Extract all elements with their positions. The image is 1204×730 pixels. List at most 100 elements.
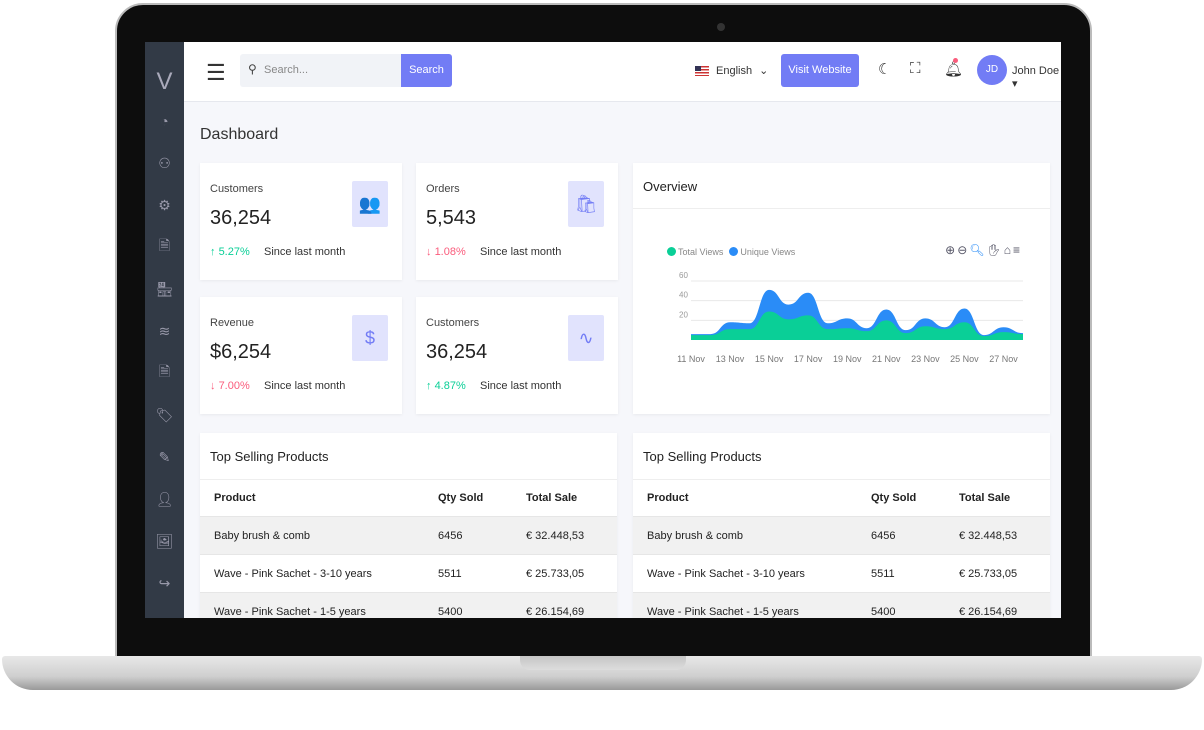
search-placeholder: Search... [264, 64, 309, 76]
stat-change: ↑ 4.87% [426, 380, 466, 392]
stat-value: $6,254 [210, 341, 272, 363]
top-products-card: Top Selling Products Product Qty Sold Tota… [633, 433, 1050, 618]
visit-website-button[interactable]: Visit Website [781, 54, 859, 87]
image-icon[interactable]: 🖼︎ [155, 532, 174, 549]
laptop-notch [520, 656, 686, 670]
dollar-icon: $ [352, 315, 388, 361]
bell-icon[interactable]: 🔔︎ [944, 58, 963, 78]
table-cell: Wave - Pink Sachet - 1-5 years [200, 592, 424, 618]
arrow-down-icon: ↓ [210, 380, 216, 392]
stat-card: Revenue $6,254 ↓ 7.00% Since last month … [200, 297, 402, 414]
table-cell: Wave - Pink Sachet - 3-10 years [633, 554, 857, 593]
search-icon: ⚲ [248, 62, 257, 76]
shopping-bag-icon: 🛍 [568, 181, 604, 227]
stat-change: ↑ 5.27% [210, 246, 250, 258]
stat-label: Revenue [210, 317, 255, 329]
column-header[interactable]: Qty Sold [857, 479, 945, 517]
table-row[interactable]: Baby brush & comb 6456 € 32.448,53 [200, 516, 617, 555]
settings-icon[interactable]: ⚙︎ [158, 196, 171, 213]
overview-title: Overview [643, 179, 698, 194]
stat-since: Since last month [480, 246, 562, 258]
column-header[interactable]: Total Sale [512, 479, 617, 517]
stat-value: 36,254 [426, 341, 488, 363]
fullscreen-icon[interactable]: ⛶ [910, 60, 921, 77]
stat-label: Orders [426, 183, 460, 195]
stat-value: 5,543 [426, 207, 477, 229]
table-cell: 5511 [857, 554, 945, 593]
tag-icon[interactable]: 🏷︎ [155, 406, 174, 423]
x-tick-label: 17 Nov [794, 354, 823, 364]
user-icon[interactable]: 👤︎ [155, 490, 174, 507]
x-tick-label: 13 Nov [716, 354, 745, 364]
x-tick-label: 21 Nov [872, 354, 901, 364]
table-title: Top Selling Products [643, 449, 762, 464]
activity-icon: ∿ [568, 315, 604, 361]
table-cell: 5511 [424, 554, 512, 593]
overview-chart: 20 40 60 11 Nov 13 Nov 15 Nov 17 Nov 19 Nov 21 N… [677, 271, 1023, 364]
search-input[interactable]: ⚲ Search... [240, 54, 402, 87]
document-icon[interactable]: 🗎︎ [158, 237, 171, 253]
legend-total-views[interactable]: Total Views [667, 247, 723, 257]
stat-change: ↓ 7.00% [210, 380, 250, 392]
products-table: Product Qty Sold Total Sale Baby brush & c… [200, 479, 617, 618]
y-tick-label: 60 [679, 271, 688, 280]
stat-since: Since last month [264, 246, 346, 258]
table-cell: 5400 [857, 592, 945, 618]
home-icon[interactable]: ⌂ [1003, 243, 1013, 257]
file-icon[interactable]: 🗎︎ [158, 363, 171, 379]
stat-since: Since last month [264, 380, 346, 392]
search-button[interactable]: Search [401, 54, 452, 87]
table-cell: € 25.733,05 [945, 554, 1050, 593]
table-cell: Baby brush & comb [633, 516, 857, 555]
language-label: English [716, 64, 753, 77]
page-title: Dashboard [200, 126, 279, 143]
store-icon[interactable]: 🏪︎ [155, 280, 174, 297]
stat-label: Customers [210, 183, 264, 195]
area-series-total-views [691, 311, 1023, 340]
screen: V ◔︎ ⚇︎ ⚙︎ 🗎︎ 🏪︎ ≋︎ 🗎︎ 🏷︎ ✎︎ 👤︎ 🖼︎ ↪︎ ☰ ⚲ Search... … [145, 42, 1061, 618]
table-row[interactable]: Baby brush & comb 6456 € 32.448,53 [633, 516, 1050, 555]
column-header[interactable]: Total Sale [945, 479, 1050, 517]
table-row[interactable]: Wave - Pink Sachet - 1-5 years 5400 € 26.1… [200, 592, 617, 618]
moon-icon[interactable]: ☾ [878, 61, 892, 78]
table-row[interactable]: Wave - Pink Sachet - 3-10 years 5511 € 25.… [200, 554, 617, 593]
zoom-in-icon[interactable]: ⊕ [945, 243, 958, 257]
dashboard-icon[interactable]: ◔︎ [160, 113, 169, 129]
avatar[interactable]: JD [977, 55, 1007, 85]
y-tick-label: 20 [679, 310, 688, 319]
table-cell: € 25.733,05 [512, 554, 617, 593]
table-cell: € 32.448,53 [945, 516, 1050, 555]
chart-legend: Total Views Unique Views [667, 247, 795, 257]
menu-icon[interactable]: ≡ [1012, 243, 1022, 257]
sidebar: V ◔︎ ⚇︎ ⚙︎ 🗎︎ 🏪︎ ≋︎ 🗎︎ 🏷︎ ✎︎ 👤︎ 🖼︎ ↪︎ [145, 42, 184, 618]
menu-icon[interactable]: ☰ [206, 60, 226, 85]
layers-icon[interactable]: ≋︎ [158, 322, 171, 339]
share-icon[interactable]: ↪︎ [158, 574, 171, 591]
stat-since: Since last month [480, 380, 562, 392]
logo[interactable]: V [156, 68, 173, 95]
table-row[interactable]: Wave - Pink Sachet - 3-10 years 5511 € 25.… [633, 554, 1050, 593]
zoom-out-icon[interactable]: ⊖ [957, 243, 970, 257]
x-tick-label: 25 Nov [950, 354, 979, 364]
language-selector[interactable]: English ⌄ [695, 64, 768, 77]
stat-card: Customers 36,254 ↑ 4.87% Since last mont… [416, 297, 618, 414]
column-header[interactable]: Product [200, 479, 424, 517]
stat-change: ↓ 1.08% [426, 246, 466, 258]
zoom-select-icon[interactable]: 🔍︎ [969, 243, 987, 257]
arrow-up-icon: ↑ [210, 246, 216, 258]
top-products-card: Top Selling Products Product Qty Sold Tota… [200, 433, 617, 618]
user-menu[interactable]: John Doe ▾ [1012, 65, 1060, 90]
table-cell: 6456 [857, 516, 945, 555]
x-tick-label: 11 Nov [677, 354, 705, 364]
pan-icon[interactable]: ✋︎ [986, 243, 1004, 257]
table-cell: Wave - Pink Sachet - 3-10 years [200, 554, 424, 593]
camera [717, 23, 725, 31]
column-header[interactable]: Product [633, 479, 857, 517]
column-header[interactable]: Qty Sold [424, 479, 512, 517]
table-row[interactable]: Wave - Pink Sachet - 1-5 years 5400 € 26.1… [633, 592, 1050, 618]
top-header: ☰ ⚲ Search... Search English ⌄ Visit Websi… [184, 42, 1061, 102]
table-cell: € 32.448,53 [512, 516, 617, 555]
edit-icon[interactable]: ✎︎ [158, 448, 171, 465]
apps-icon[interactable]: ⚇︎ [158, 154, 171, 171]
legend-unique-views[interactable]: Unique Views [729, 247, 795, 257]
